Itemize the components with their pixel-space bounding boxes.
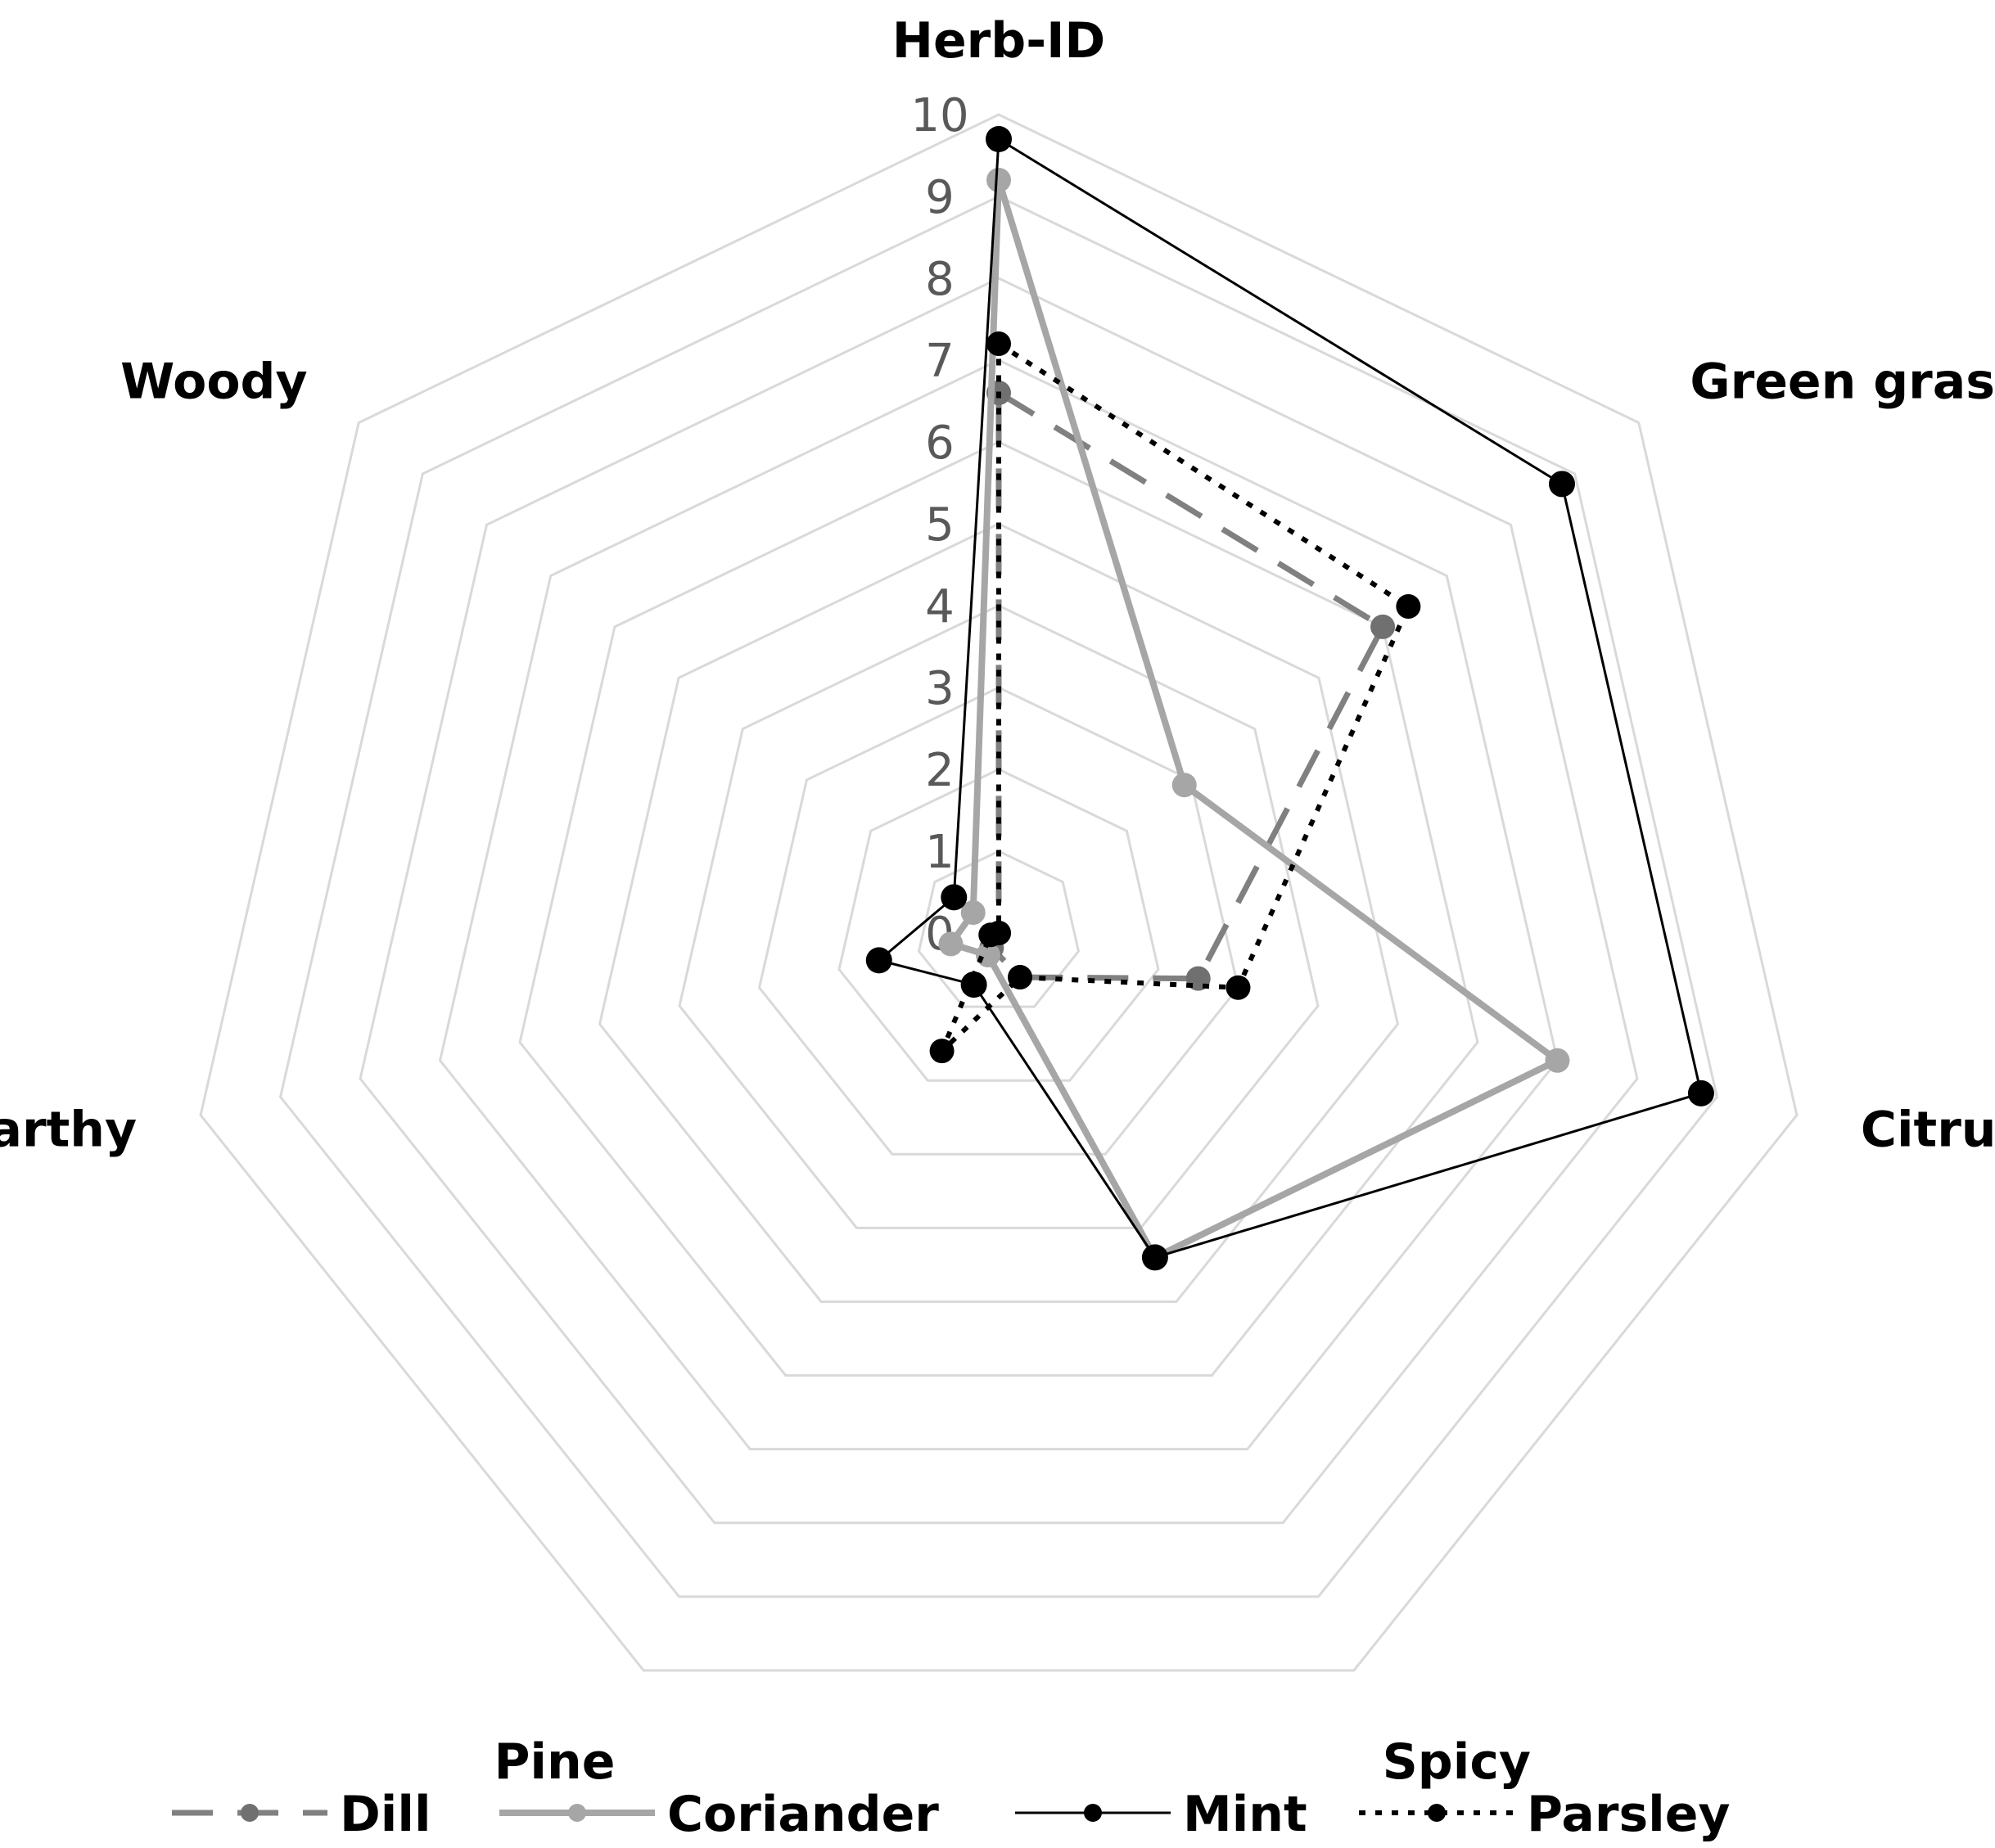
data-point [941, 884, 968, 911]
data-point [865, 947, 892, 974]
legend: Dill Coriander Mint Parsley [172, 1786, 1731, 1843]
axis-label: Citrus [1861, 1101, 1995, 1158]
tick-label: 7 [925, 335, 955, 388]
tick-label: 5 [925, 498, 955, 552]
legend-label: Mint [1183, 1786, 1307, 1843]
tick-label: 2 [925, 744, 955, 797]
grid-ring [598, 522, 1400, 1303]
legend-swatch-marker [1428, 1804, 1446, 1822]
data-point [986, 331, 1011, 356]
series-line [878, 137, 1703, 1259]
data-point [986, 126, 1012, 152]
grid-ring [837, 768, 1160, 1082]
series-dill [979, 381, 1396, 991]
tick-label: 8 [925, 253, 955, 306]
data-point [1370, 614, 1396, 639]
series-layer [865, 126, 1714, 1271]
data-point [929, 1039, 955, 1064]
data-point [1687, 1080, 1714, 1107]
series-line [939, 341, 1411, 1054]
tick-label: 4 [925, 580, 955, 633]
grid-layer [199, 113, 1799, 1672]
data-point [1171, 773, 1197, 798]
grid-ring [359, 277, 1639, 1525]
data-point [986, 168, 1011, 192]
series-line [947, 177, 1561, 1261]
legend-label: Coriander [667, 1786, 939, 1843]
grid-ring [278, 195, 1719, 1598]
data-point [1008, 965, 1033, 990]
legend-swatch-marker [568, 1804, 586, 1822]
axis-label: Earthy [0, 1101, 137, 1158]
grid-ring [757, 686, 1240, 1156]
data-point [1549, 471, 1576, 498]
data-point [938, 931, 964, 957]
legend-swatch-marker [241, 1804, 259, 1822]
data-point [960, 900, 986, 926]
axis-label: Herb-ID [892, 12, 1105, 70]
series-mint [865, 126, 1714, 1271]
tick-label: 10 [910, 89, 968, 142]
grid-ring [518, 440, 1479, 1377]
axis-label-layer: Herb-ID Green grass Citrus Spicy Pine Earthy W… [0, 12, 1995, 1791]
data-point [1141, 1244, 1168, 1271]
series-parsley [929, 331, 1421, 1064]
data-point [986, 921, 1011, 945]
axis-label: Spicy [1383, 1733, 1531, 1791]
series-coriander [938, 168, 1570, 1270]
tick-label: 9 [925, 171, 955, 224]
data-point [1396, 593, 1421, 619]
grid-ring [917, 850, 1081, 1008]
data-point [1225, 975, 1251, 1000]
tick-label: 6 [925, 417, 955, 470]
axis-label: Pine [494, 1733, 615, 1791]
data-point [1545, 1048, 1570, 1073]
axis-label: Green grass [1690, 354, 1995, 411]
legend-label: Parsley [1527, 1786, 1731, 1843]
tick-label: 3 [925, 662, 955, 715]
tick-label: 1 [925, 826, 955, 879]
legend-swatch-marker [1084, 1804, 1102, 1822]
grid-ring [199, 113, 1799, 1672]
legend-label: Dill [340, 1786, 431, 1843]
grid-ring [438, 358, 1559, 1451]
axis-label: Woody [120, 354, 308, 411]
grid-ring [678, 604, 1320, 1229]
